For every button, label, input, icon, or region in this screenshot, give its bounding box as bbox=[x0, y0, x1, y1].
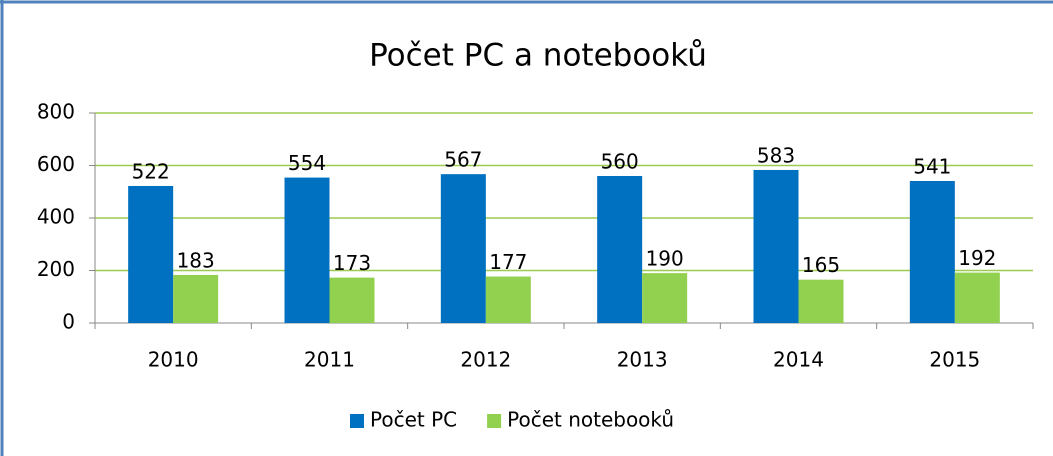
x-tick-label: 2015 bbox=[929, 348, 980, 372]
y-tick-label: 0 bbox=[62, 310, 75, 334]
data-label: 541 bbox=[913, 154, 951, 178]
legend-label: Počet notebooků bbox=[507, 408, 674, 432]
data-label: 165 bbox=[802, 253, 840, 277]
data-label: 583 bbox=[757, 143, 795, 167]
bar bbox=[909, 180, 955, 323]
data-label: 567 bbox=[444, 148, 482, 172]
bar bbox=[128, 185, 174, 323]
chart-title: Počet PC a notebooků bbox=[369, 38, 707, 74]
x-tick-label: 2010 bbox=[148, 348, 199, 372]
y-tick-label: 600 bbox=[37, 152, 75, 176]
bar bbox=[440, 174, 486, 323]
data-label: 173 bbox=[333, 251, 371, 275]
x-tick-label: 2011 bbox=[304, 348, 355, 372]
x-tick-label: 2012 bbox=[460, 348, 511, 372]
bar bbox=[284, 177, 330, 323]
data-label: 522 bbox=[132, 159, 170, 183]
bar bbox=[642, 273, 688, 323]
legend-swatch bbox=[350, 414, 364, 428]
legend-label: Počet PC bbox=[370, 408, 457, 432]
y-tick-label: 800 bbox=[37, 100, 75, 124]
data-label: 183 bbox=[177, 248, 215, 272]
data-label: 560 bbox=[601, 150, 639, 174]
bar bbox=[597, 176, 643, 323]
bar bbox=[173, 274, 219, 323]
data-label: 177 bbox=[489, 250, 527, 274]
bar bbox=[485, 276, 531, 323]
data-label: 190 bbox=[646, 247, 684, 271]
bar bbox=[798, 279, 844, 323]
bar bbox=[954, 272, 1000, 323]
data-label: 554 bbox=[288, 151, 326, 175]
x-tick-label: 2013 bbox=[617, 348, 668, 372]
bar bbox=[329, 277, 375, 323]
y-tick-label: 200 bbox=[37, 257, 75, 281]
data-label: 192 bbox=[958, 246, 996, 270]
bar bbox=[753, 169, 799, 323]
x-tick-label: 2014 bbox=[773, 348, 824, 372]
legend-swatch bbox=[487, 414, 502, 428]
y-tick-label: 400 bbox=[37, 205, 75, 229]
